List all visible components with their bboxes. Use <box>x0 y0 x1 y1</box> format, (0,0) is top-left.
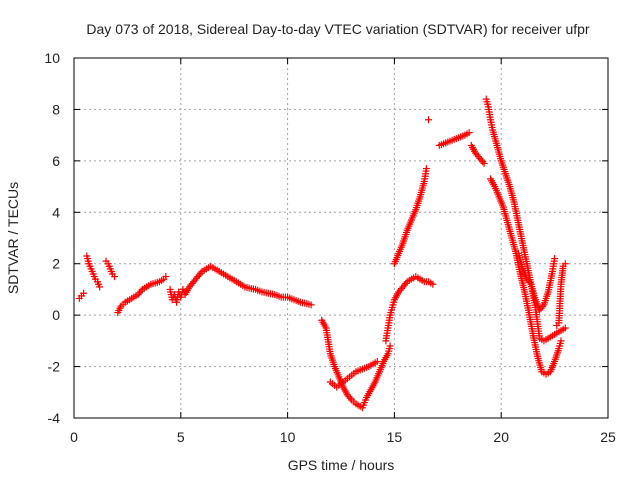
x-tick-label: 15 <box>387 429 403 445</box>
data-point <box>386 342 394 350</box>
y-axis-label: SDTVAR / TECUs <box>5 182 21 294</box>
y-tick-label: 6 <box>52 153 60 169</box>
data-point <box>307 301 315 309</box>
y-tick-label: 10 <box>44 50 60 66</box>
x-axis-ticks: 0 5 10 15 20 25 <box>70 58 616 445</box>
y-tick-label: 2 <box>52 256 60 272</box>
x-tick-label: 0 <box>70 429 78 445</box>
x-tick-label: 5 <box>177 429 185 445</box>
data-point <box>197 269 205 277</box>
data-point <box>538 303 546 311</box>
data-point <box>422 165 430 173</box>
x-tick-label: 10 <box>280 429 296 445</box>
data-point <box>346 394 354 402</box>
data-point <box>480 159 488 167</box>
x-axis-label: GPS time / hours <box>288 457 395 473</box>
data-point <box>561 324 569 332</box>
data-point <box>162 273 170 281</box>
data-points <box>75 95 569 412</box>
y-tick-label: -4 <box>48 410 61 426</box>
data-point <box>479 158 487 166</box>
data-point <box>557 337 565 345</box>
data-point <box>80 289 88 297</box>
x-tick-label: 25 <box>600 429 616 445</box>
y-axis-ticks: -4 -2 0 2 4 6 8 10 <box>44 50 608 426</box>
data-point <box>429 280 437 288</box>
x-tick-label: 20 <box>493 429 509 445</box>
data-point <box>465 129 473 137</box>
data-point <box>425 116 433 124</box>
y-tick-label: -2 <box>48 359 61 375</box>
grid <box>74 58 608 418</box>
data-point <box>137 287 145 295</box>
chart-title: Day 073 of 2018, Sidereal Day-to-day VTE… <box>86 21 590 37</box>
data-point <box>526 279 534 287</box>
data-point <box>373 357 381 365</box>
data-point <box>561 260 569 268</box>
data-point <box>96 283 104 291</box>
y-tick-label: 4 <box>52 204 60 220</box>
data-point <box>551 255 559 263</box>
y-tick-label: 8 <box>52 101 60 117</box>
data-point <box>111 273 119 281</box>
plot-frame <box>73 57 609 419</box>
y-tick-label: 0 <box>52 307 60 323</box>
data-point <box>402 279 410 287</box>
